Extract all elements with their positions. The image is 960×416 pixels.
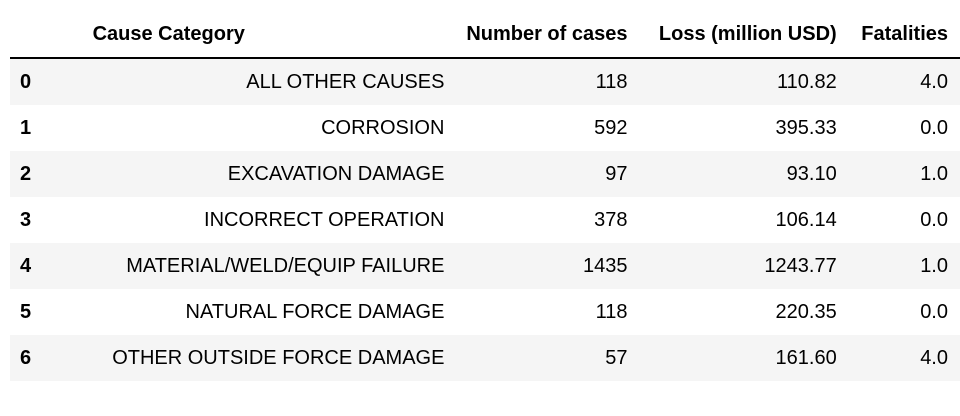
table-body: 0 ALL OTHER CAUSES 118 110.82 4.0 1 CORROSION 5… <box>10 58 960 381</box>
cell-number-of-cases: 57 <box>605 346 628 369</box>
cell-loss: 395.33 <box>775 116 837 139</box>
dataframe-table: Cause Category Number of cases Loss (mil… <box>10 12 960 381</box>
cell-cause-category: MATERIAL/WELD/EQUIP FAILURE <box>126 254 445 277</box>
cell-cause-category: OTHER OUTSIDE FORCE DAMAGE <box>112 346 445 369</box>
table-header: Cause Category Number of cases Loss (mil… <box>10 12 960 59</box>
cell-cause-category: ALL OTHER CAUSES <box>246 70 445 93</box>
cell-loss: 110.82 <box>777 70 837 93</box>
cell-fatalities: 4.0 <box>920 70 948 93</box>
index-header <box>10 12 49 59</box>
row-index: 2 <box>20 162 32 185</box>
row-index: 1 <box>20 116 32 139</box>
header-row: Cause Category Number of cases Loss (mil… <box>10 12 960 59</box>
cell-number-of-cases: 118 <box>595 70 628 93</box>
cell-cause-category: NATURAL FORCE DAMAGE <box>185 300 445 323</box>
cell-loss: 161.60 <box>775 346 837 369</box>
cell-loss: 1243.77 <box>764 254 837 277</box>
cell-number-of-cases: 118 <box>595 300 628 323</box>
cell-number-of-cases: 592 <box>594 116 628 139</box>
row-index: 5 <box>20 300 32 323</box>
table-row: 1 CORROSION 592 395.33 0.0 <box>10 105 960 151</box>
row-index: 0 <box>20 70 32 93</box>
cell-number-of-cases: 1435 <box>582 254 628 277</box>
cell-cause-category: INCORRECT OPERATION <box>204 208 445 231</box>
cell-loss: 220.35 <box>775 300 837 323</box>
table-row: 6 OTHER OUTSIDE FORCE DAMAGE 57 161.60 4.0 <box>10 335 960 381</box>
row-index: 4 <box>20 254 32 277</box>
column-header-loss: Loss (million USD) <box>633 12 843 59</box>
column-header-cause-category: Cause Category <box>48 12 451 59</box>
table-row: 0 ALL OTHER CAUSES 118 110.82 4.0 <box>10 58 960 105</box>
cell-fatalities: 4.0 <box>920 346 948 369</box>
row-index: 6 <box>20 346 32 369</box>
table-row: 5 NATURAL FORCE DAMAGE 118 220.35 0.0 <box>10 289 960 335</box>
cell-fatalities: 1.0 <box>920 162 948 185</box>
cell-loss: 93.10 <box>786 162 837 185</box>
column-header-fatalities: Fatalities <box>842 12 960 59</box>
column-header-number-of-cases: Number of cases <box>450 12 634 59</box>
cell-cause-category: EXCAVATION DAMAGE <box>227 162 445 185</box>
cell-cause-category: CORROSION <box>321 116 445 139</box>
cell-fatalities: 0.0 <box>920 116 948 139</box>
cell-number-of-cases: 378 <box>594 208 628 231</box>
cell-fatalities: 0.0 <box>920 300 948 323</box>
cell-fatalities: 1.0 <box>920 254 948 277</box>
table-row: 4 MATERIAL/WELD/EQUIP FAILURE 1435 1243.77 1… <box>10 243 960 289</box>
cell-loss: 106.14 <box>775 208 837 231</box>
table-row: 2 EXCAVATION DAMAGE 97 93.10 1.0 <box>10 151 960 197</box>
row-index: 3 <box>20 208 32 231</box>
table-row: 3 INCORRECT OPERATION 378 106.14 0.0 <box>10 197 960 243</box>
cell-number-of-cases: 97 <box>605 162 628 185</box>
cell-fatalities: 0.0 <box>920 208 948 231</box>
